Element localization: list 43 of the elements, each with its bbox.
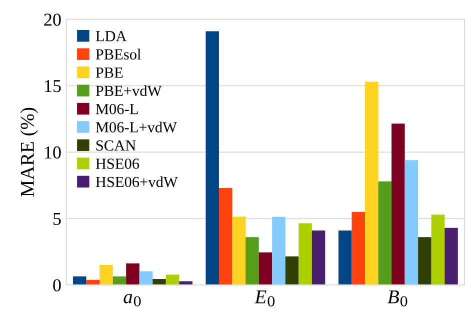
bar [100, 265, 113, 285]
bar [272, 216, 286, 285]
y-axis-title: MARE (%) [20, 108, 38, 197]
y-tick-label: 5 [54, 213, 61, 225]
bar [126, 263, 140, 285]
bar [352, 212, 365, 285]
legend-label: SCAN [96, 140, 136, 151]
x-tick-label: a$_{0}$ [124, 294, 141, 306]
bar [206, 31, 219, 285]
y-tick-label: 15 [45, 80, 61, 92]
bar [258, 252, 272, 285]
bar [298, 223, 312, 285]
legend-label: LDA [96, 31, 127, 42]
bar [378, 181, 392, 285]
legend-label: PBE+vdW [96, 85, 162, 96]
legend-label: HSE06+vdW [96, 176, 178, 188]
bar [444, 228, 458, 285]
bar [312, 230, 326, 285]
y-tick-label: 0 [53, 279, 61, 292]
bar [112, 276, 126, 285]
bar [364, 82, 378, 285]
x-tick-label: E$_{0}$ [254, 290, 275, 306]
y-tick-label: 10 [45, 146, 61, 159]
legend-label: PBEsol [96, 48, 141, 60]
bar [246, 237, 259, 285]
bar [404, 160, 418, 285]
bar [72, 276, 86, 285]
bar [152, 278, 166, 285]
bar [338, 230, 352, 285]
x-tick-label: B$_{0}$ [388, 290, 408, 306]
y-tick-label: 20 [44, 14, 61, 26]
bar [392, 124, 405, 285]
legend-label: HSE06 [96, 158, 140, 169]
bar [232, 216, 246, 285]
bar [139, 271, 153, 285]
bar [431, 214, 445, 285]
bar [218, 188, 232, 285]
bar [166, 274, 180, 285]
legend-label: M06-L [96, 104, 138, 114]
legend-label: PBE [96, 68, 123, 78]
legend-label: M06-L+vdW [96, 122, 177, 133]
bar [418, 237, 432, 285]
bar [285, 256, 299, 285]
